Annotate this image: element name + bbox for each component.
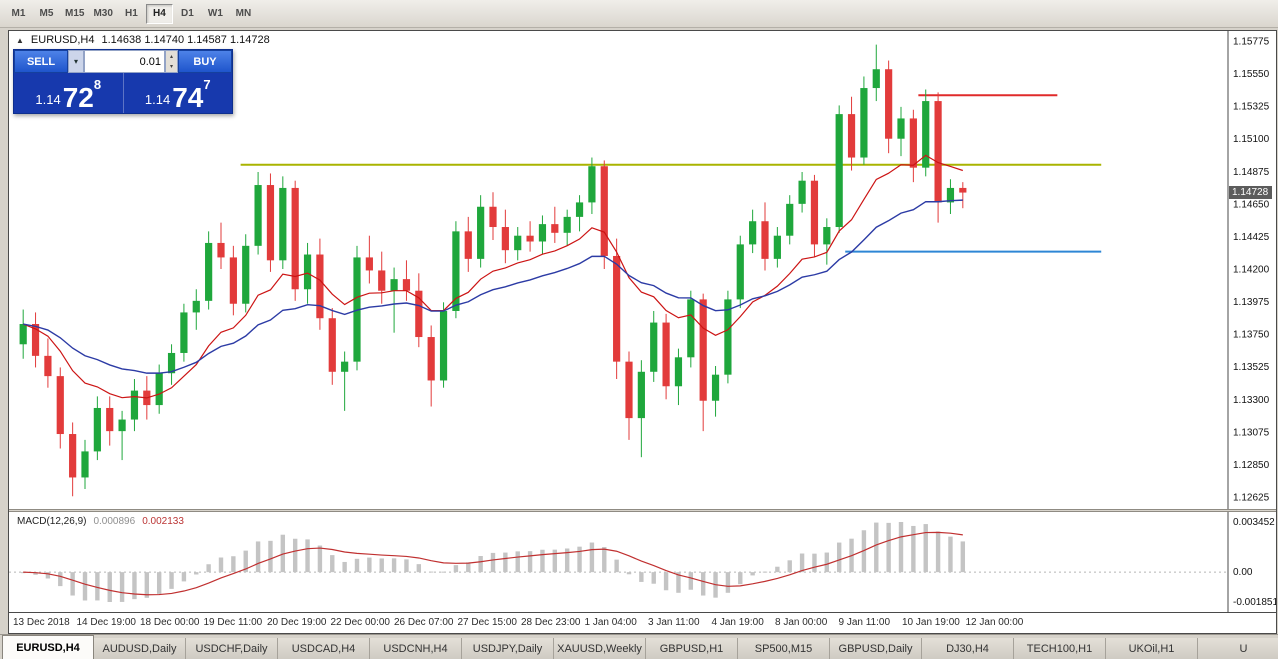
svg-text:1.15775: 1.15775 [1233,37,1270,48]
macd-signal-value: 0.002133 [142,516,184,527]
chevron-down-icon: ▾ [73,57,78,66]
time-axis-label: 4 Jan 19:00 [711,617,764,628]
spinner-up-icon[interactable]: ▴ [169,53,173,60]
trade-panel-controls: SELL ▾ 0.01 ▴ ▾ BUY [14,50,232,73]
time-axis-label: 20 Dec 19:00 [267,617,327,628]
macd-canvas: 0.003452 0.00 -0.001851 [9,512,1276,612]
svg-text:0.00: 0.00 [1233,567,1253,578]
svg-text:1.13975: 1.13975 [1233,297,1270,308]
svg-text:1.14200: 1.14200 [1233,265,1270,276]
time-axis-label: 13 Dec 2018 [13,617,70,628]
time-axis-label: 10 Jan 19:00 [902,617,960,628]
time-axis-label: 8 Jan 00:00 [775,617,828,628]
timeframe-button-w1[interactable]: W1 [207,8,223,19]
time-axis-label: 28 Dec 23:00 [521,617,581,628]
timeframe-button-h1[interactable]: H1 [125,8,138,19]
time-axis-label: 27 Dec 15:00 [457,617,518,628]
chart-tab-audusd-daily[interactable]: AUDUSD,Daily [94,638,186,659]
chart-tab-u[interactable]: U [1198,638,1278,659]
volume-stepper[interactable]: ▴ ▾ [165,50,178,73]
chart-ohlc-info: ▲ EURUSD,H4 1.14638 1.14740 1.14587 1.14… [16,34,270,46]
time-axis-label: 18 Dec 00:00 [140,617,200,628]
chart-tab-usdjpy-daily[interactable]: USDJPY,Daily [462,638,554,659]
bid-main-digits: 72 [62,82,94,113]
time-axis-label: 22 Dec 00:00 [330,617,391,628]
macd-title: MACD(12,26,9) [17,516,87,527]
time-axis-label: 26 Dec 07:00 [394,617,454,628]
one-click-trade-panel: SELL ▾ 0.01 ▴ ▾ BUY 1.14 72 8 [13,49,233,114]
chart-tab-gbpusd-h1[interactable]: GBPUSD,H1 [646,638,738,659]
chart-ohlc-values: 1.14638 1.14740 1.14587 1.14728 [101,34,270,46]
chart-tab-usdcad-h4[interactable]: USDCAD,H4 [278,638,370,659]
time-axis-label: 19 Dec 11:00 [203,617,263,628]
bid-price-display[interactable]: 1.14 72 8 [14,73,124,113]
sell-button[interactable]: SELL [14,50,68,73]
chart-symbol-label: EURUSD,H4 [30,34,95,46]
ask-main-digits: 74 [172,82,204,113]
chart-tab-xauusd-weekly[interactable]: XAUUSD,Weekly [554,638,646,659]
svg-text:1.13525: 1.13525 [1233,362,1270,373]
svg-text:1.15550: 1.15550 [1233,69,1270,80]
macd-histogram-value: 0.000896 [93,516,136,527]
timeframe-button-mn[interactable]: MN [235,8,252,19]
macd-pane[interactable]: 0.003452 0.00 -0.001851 MACD(12,26,9) 0.00… [9,512,1276,612]
time-axis-label: 12 Jan 00:00 [965,617,1024,628]
bid-integer: 1.14 [35,92,61,107]
ask-price-display[interactable]: 1.14 74 7 [124,73,233,113]
volume-dropdown-button[interactable]: ▾ [68,50,84,73]
price-pane[interactable]: 1.15775 1.15550 1.15325 1.15100 1.14875 1.146… [9,31,1276,509]
svg-text:1.14875: 1.14875 [1233,167,1270,178]
timeframe-button-m1[interactable]: M1 [11,8,26,19]
svg-text:1.15325: 1.15325 [1233,102,1270,113]
bid-pip-digit: 8 [93,77,102,92]
timeframe-toolbar: M1 M5 M15 M30 H1 H4 D1 W1 MN [0,0,1278,28]
ask-pip-digit: 7 [203,77,211,92]
chart-tab-dj30-h4[interactable]: DJ30,H4 [922,638,1014,659]
chart-tabbar: EURUSD,H4 AUDUSD,Daily USDCHF,Daily USDCAD,… [0,634,1278,659]
trade-panel-quotes: 1.14 72 8 1.14 74 7 [14,73,232,113]
pane-divider[interactable] [9,509,1276,512]
macd-indicator-label: MACD(12,26,9) 0.000896 0.002133 [17,516,184,527]
svg-text:1.13750: 1.13750 [1233,330,1270,341]
timeframe-button-m5[interactable]: M5 [39,8,54,19]
ask-integer: 1.14 [144,92,171,107]
chart-tab-gbpusd-daily[interactable]: GBPUSD,Daily [830,638,922,659]
volume-input[interactable]: 0.01 [84,50,165,73]
svg-text:1.14650: 1.14650 [1233,199,1270,210]
time-axis: 13 Dec 2018 14 Dec 19:00 18 Dec 00:00 19 De… [9,612,1276,633]
svg-text:1.14425: 1.14425 [1233,232,1270,243]
timeframe-button-d1[interactable]: D1 [181,8,194,19]
svg-text:1.12850: 1.12850 [1233,460,1270,471]
chart-tab-sp500-m15[interactable]: SP500,M15 [738,638,830,659]
time-axis-label: 9 Jan 11:00 [838,617,891,628]
chart-tab-ukoil-h1[interactable]: UKOil,H1 [1106,638,1198,659]
trade-panel-collapse-icon[interactable]: ▲ [16,35,24,45]
svg-text:1.13300: 1.13300 [1233,395,1270,406]
time-axis-label: 14 Dec 19:00 [76,617,137,628]
svg-text:1.13075: 1.13075 [1233,427,1270,438]
chart-tab-usdcnh-h4[interactable]: USDCNH,H4 [370,638,462,659]
timeframe-button-m30[interactable]: M30 [93,8,113,19]
svg-text:0.003452: 0.003452 [1233,517,1275,528]
price-chart-canvas[interactable]: 1.15775 1.15550 1.15325 1.15100 1.14875 1.146… [9,31,1276,509]
svg-text:1.15100: 1.15100 [1233,134,1270,145]
chart-tab-eurusd-h4[interactable]: EURUSD,H4 [2,635,94,659]
time-axis-label: 1 Jan 04:00 [584,617,637,628]
chart-tab-tech100-h1[interactable]: TECH100,H1 [1014,638,1106,659]
svg-text:1.12625: 1.12625 [1233,493,1270,504]
chart-window: 1.15775 1.15550 1.15325 1.15100 1.14875 1.146… [8,30,1277,634]
buy-button[interactable]: BUY [178,50,232,73]
timeframe-button-h4[interactable]: H4 [145,3,173,24]
current-price-badge: 1.14728 [1229,185,1273,199]
chart-tab-usdchf-daily[interactable]: USDCHF,Daily [186,638,278,659]
timeframe-button-m15[interactable]: M15 [65,8,85,19]
spinner-down-icon[interactable]: ▾ [169,64,173,71]
time-axis-label: 3 Jan 11:00 [648,617,700,628]
svg-text:-0.001851: -0.001851 [1233,597,1276,608]
